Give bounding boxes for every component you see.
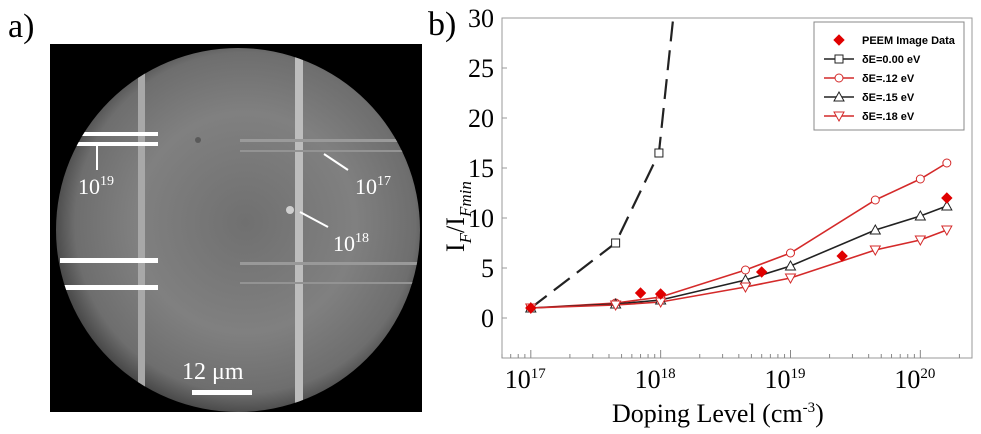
x-tick-base: 10 [635, 365, 661, 394]
peem-point [941, 192, 953, 204]
panel-a-label: a) [8, 8, 35, 45]
legend-entry: PEEM Image Data [862, 35, 956, 47]
y-tick-label: 0 [481, 304, 494, 333]
series-4-point [784, 273, 797, 285]
series-4-point [940, 225, 953, 237]
pointer-1e18 [299, 211, 329, 228]
y-tick-label: 20 [468, 104, 494, 133]
faint-line [240, 139, 420, 142]
legend-entry: δE=0.00 eV [862, 54, 921, 66]
field-of-view [56, 48, 420, 412]
panel-b-label: b) [428, 6, 457, 43]
series-4-point [914, 235, 927, 247]
peem-point [836, 250, 848, 262]
series-line-3 [530, 205, 948, 309]
dust-spot [286, 206, 294, 214]
micrograph-svg: 1019 1017 1018 12 μm [56, 48, 420, 412]
x-axis-label: Doping Level (cm-3) [612, 399, 824, 428]
series-2-point [870, 195, 880, 205]
legend-marker [833, 34, 845, 46]
bright-line [60, 258, 158, 263]
x-tick-label: 1020 [894, 365, 935, 394]
series-2-point [942, 158, 952, 168]
bright-line [70, 142, 158, 146]
peem-point [755, 266, 768, 278]
x-axis: 1017 1018 1019 1020 [501, 350, 960, 394]
y-tick-label: 5 [481, 254, 494, 283]
pointer-1e17 [323, 153, 349, 171]
y-tick-label: 10 [468, 204, 494, 233]
series-4-point [609, 300, 622, 312]
series-3-point [914, 209, 927, 221]
series-3-point [869, 223, 882, 235]
x-tick-label: 1018 [635, 365, 676, 394]
scalebar [192, 390, 252, 395]
annotation-1e18: 1018 [333, 231, 369, 256]
series-lines [530, 17, 948, 309]
legend-marker [833, 111, 845, 123]
y-tick-label: 15 [468, 154, 494, 183]
x-tick-label: 1017 [505, 365, 547, 394]
series-3-point [784, 259, 797, 271]
series-1-point [611, 238, 621, 248]
x-tick-label: 1019 [764, 365, 805, 394]
series-4-point [739, 282, 752, 294]
legend-entry: δE=.12 eV [862, 73, 915, 85]
vertical-stripe-right [295, 48, 303, 412]
peem-micrograph: 1019 1017 1018 12 μm [50, 44, 422, 412]
annotation-1e17: 1017 [355, 174, 391, 199]
legend-entry: δE=.15 eV [862, 92, 915, 104]
legend-marker [834, 73, 844, 83]
faint-line [240, 282, 420, 284]
x-tick-base: 10 [764, 365, 790, 394]
peem-point [634, 287, 647, 299]
series-line-2 [530, 162, 948, 309]
scalebar-label: 12 μm [182, 359, 244, 385]
dust-spot [195, 137, 201, 143]
x-tick-base: 10 [894, 365, 920, 394]
legend-marker [834, 54, 844, 64]
bright-line [70, 132, 158, 136]
x-tick-exp: 20 [920, 366, 935, 382]
y-tick-label: 25 [468, 54, 494, 83]
x-tick-exp: 18 [661, 366, 676, 382]
bright-line [60, 285, 158, 290]
series-2-point [915, 174, 925, 184]
y-axis-label: IF/IFmin [441, 181, 475, 252]
series-line-4 [530, 229, 948, 309]
peem-point [525, 302, 537, 314]
legend-entry: δE=.18 eV [862, 111, 915, 123]
series-3-point [940, 199, 953, 211]
legend-marker [833, 90, 845, 102]
y-tick-label: 30 [468, 4, 494, 33]
vertical-stripe-left [138, 48, 145, 412]
faint-line [240, 150, 420, 152]
faint-line [240, 262, 420, 265]
series-4-point [869, 245, 882, 257]
x-tick-base: 10 [505, 365, 531, 394]
series-1-point [654, 148, 664, 158]
x-tick-exp: 17 [531, 366, 547, 382]
series-2-point [785, 248, 795, 258]
annotation-1e19: 1019 [78, 174, 114, 199]
series-markers [524, 148, 953, 315]
peem-point [654, 288, 667, 300]
y-axis: 0 5 10 15 20 25 30 [468, 4, 507, 333]
legend: PEEM Image Data δE=0.00 eV δE=.12 eV δE=.15… [813, 21, 965, 131]
series-line-1 [530, 17, 675, 309]
x-tick-exp: 19 [790, 366, 805, 382]
series-2-point [740, 265, 750, 275]
